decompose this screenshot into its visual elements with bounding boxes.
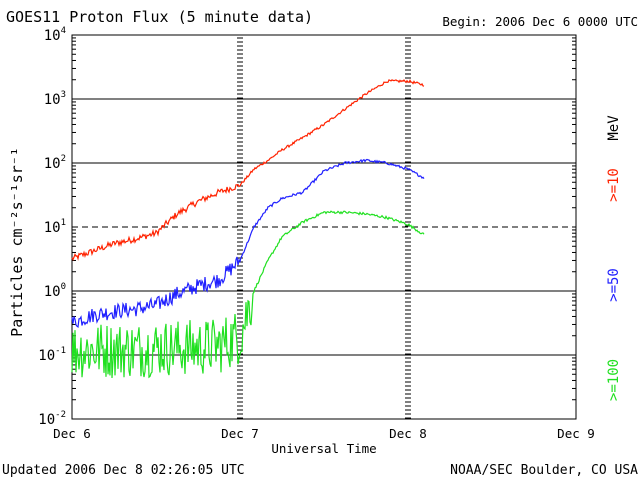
chart-title: GOES11 Proton Flux (5 minute data): [6, 8, 313, 26]
x-axis-label: Universal Time: [271, 441, 376, 456]
y-axis-label: Particles cm⁻²s⁻¹sr⁻¹: [8, 147, 26, 337]
y-tick-label: 101: [44, 218, 66, 236]
x-tick-label: Dec 9: [557, 426, 595, 441]
y-tick-label: 104: [44, 26, 66, 44]
credit-text: NOAA/SEC Boulder, CO USA: [450, 463, 638, 478]
legend-label: >=10: [606, 168, 622, 202]
x-axis-ticks: Dec 6 Dec 7 Dec 8 Dec 9: [53, 426, 595, 441]
y-tick-label: 10-2: [38, 410, 66, 428]
y-tick-label: 100: [44, 282, 66, 300]
x-tick-label: Dec 7: [221, 426, 259, 441]
series-line-50: [71, 158, 425, 328]
series-line-10: [71, 79, 425, 262]
day-boundary-marks: [237, 37, 411, 419]
updated-timestamp: Updated 2006 Dec 8 02:26:05 UTC: [2, 463, 245, 478]
y-tick-label: 10-1: [38, 346, 66, 364]
series-layer: [71, 79, 425, 379]
legend: >=10 >=50 >=100 MeV: [606, 115, 622, 401]
legend-unit: MeV: [606, 115, 622, 141]
x-tick-label: Dec 6: [53, 426, 91, 441]
plot-frame: [71, 34, 577, 420]
y-axis-ticks: 10-2 10-1 100 101 102 103 104: [38, 26, 576, 428]
legend-label: >=100: [606, 359, 622, 401]
begin-time: Begin: 2006 Dec 6 0000 UTC: [442, 14, 638, 29]
grid-lines: [72, 98, 576, 356]
y-tick-label: 103: [44, 90, 66, 108]
x-tick-label: Dec 8: [389, 426, 427, 441]
legend-label: >=50: [606, 268, 622, 302]
y-tick-label: 102: [44, 154, 66, 172]
series-line-100: [71, 210, 425, 379]
